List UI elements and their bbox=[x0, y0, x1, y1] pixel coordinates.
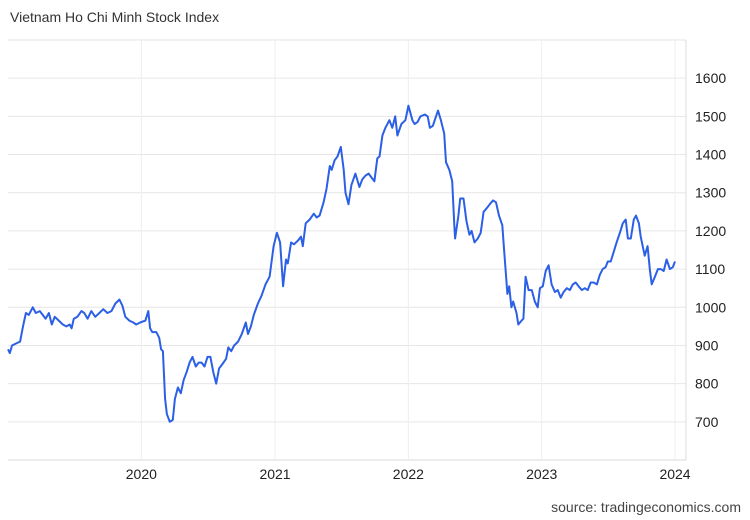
x-tick-label: 2022 bbox=[393, 466, 424, 482]
series-line bbox=[7, 104, 676, 423]
y-tick-label: 900 bbox=[695, 337, 719, 353]
tick-labels: 700 800 900 1000 1100 1200 1300 1400 1500 1600 202… bbox=[126, 70, 727, 482]
x-tick-label: 2020 bbox=[126, 466, 157, 482]
chart-title: Vietnam Ho Chi Minh Stock Index bbox=[10, 9, 220, 25]
y-tick-label: 1600 bbox=[695, 70, 726, 86]
source-label: source: tradingeconomics.com bbox=[551, 499, 741, 515]
x-tick-label: 2023 bbox=[526, 466, 557, 482]
y-tick-label: 700 bbox=[695, 414, 719, 430]
y-tick-label: 1500 bbox=[695, 108, 726, 124]
y-tick-label: 1000 bbox=[695, 299, 726, 315]
gridlines bbox=[8, 39, 687, 461]
y-tick-label: 1300 bbox=[695, 185, 726, 201]
x-tick-label: 2021 bbox=[259, 466, 290, 482]
y-tick-label: 1400 bbox=[695, 147, 726, 163]
y-tick-label: 800 bbox=[695, 376, 719, 392]
x-tick-label: 2024 bbox=[659, 466, 690, 482]
y-tick-label: 1100 bbox=[695, 261, 725, 277]
y-tick-label: 1200 bbox=[695, 223, 726, 239]
